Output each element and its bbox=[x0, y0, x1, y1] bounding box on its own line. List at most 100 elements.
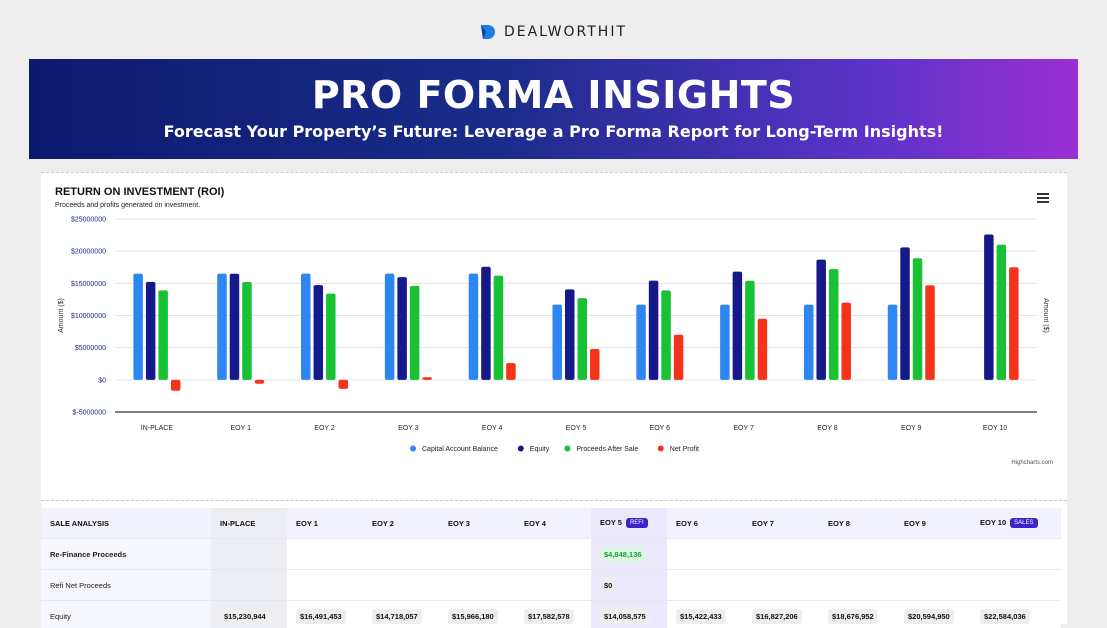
roi-bar-chart: $-5000000$0$5000000$10000000$15000000$20… bbox=[41, 173, 1067, 473]
bar bbox=[230, 274, 240, 380]
table-cell: $18,676,952 bbox=[819, 601, 895, 628]
bar bbox=[984, 235, 994, 380]
hero-banner: PRO FORMA INSIGHTS Forecast Your Propert… bbox=[29, 59, 1078, 159]
table-cell bbox=[895, 539, 971, 570]
bar bbox=[158, 290, 168, 379]
table-row: Re-Finance Proceeds $4,848,136 bbox=[41, 539, 1061, 570]
sale-analysis-table: SALE ANALYSIS IN-PLACE EOY 1 EOY 2 EOY 3… bbox=[41, 508, 1061, 628]
legend-marker bbox=[564, 446, 570, 452]
table-cell: $17,582,578 bbox=[515, 601, 591, 628]
y-axis-label: Amount ($) bbox=[58, 298, 65, 333]
x-tick-label: EOY 1 bbox=[230, 425, 251, 432]
value-chip: $15,422,433 bbox=[676, 609, 726, 624]
x-tick-label: EOY 4 bbox=[482, 425, 503, 432]
table-cell bbox=[819, 570, 895, 601]
y-tick-label: $25000000 bbox=[71, 217, 106, 224]
y-axis-label-right: Amount ($) bbox=[1042, 298, 1049, 333]
value-chip: $22,584,036 bbox=[980, 609, 1030, 624]
bar bbox=[758, 319, 768, 380]
value-chip: $0 bbox=[600, 578, 616, 593]
table-cell bbox=[211, 570, 287, 601]
bar bbox=[674, 335, 684, 380]
table-cell bbox=[971, 570, 1061, 601]
bar bbox=[255, 380, 265, 384]
legend-marker bbox=[410, 446, 416, 452]
table-cell: $15,966,180 bbox=[439, 601, 515, 628]
refi-badge: REFI bbox=[626, 518, 648, 528]
table-cell bbox=[743, 539, 819, 570]
header-eoy-6: EOY 6 bbox=[667, 508, 743, 539]
bar bbox=[816, 260, 826, 380]
table-cell bbox=[439, 570, 515, 601]
bar bbox=[469, 274, 479, 380]
bar bbox=[590, 349, 600, 380]
table-cell: $20,594,950 bbox=[895, 601, 971, 628]
value-chip: $15,966,180 bbox=[448, 609, 498, 624]
bar bbox=[553, 305, 563, 380]
legend-item: Equity bbox=[530, 446, 550, 453]
value-chip: $15,230,944 bbox=[220, 609, 270, 624]
value-chip: $14,058,575 bbox=[600, 609, 650, 624]
table-row: Refi Net Proceeds$0 bbox=[41, 570, 1061, 601]
bar bbox=[397, 277, 407, 380]
table-cell: $14,718,057 bbox=[363, 601, 439, 628]
bar bbox=[146, 282, 156, 380]
y-tick-label: $-5000000 bbox=[73, 410, 107, 417]
legend-item: Proceeds After Sale bbox=[576, 446, 638, 453]
x-tick-label: EOY 10 bbox=[983, 425, 1007, 432]
bar bbox=[888, 305, 898, 380]
table-cell: $4,848,136 bbox=[591, 539, 667, 570]
roi-card: RETURN ON INVESTMENT (ROI) Proceeds and … bbox=[41, 172, 1067, 624]
bar bbox=[242, 282, 252, 380]
bar bbox=[314, 285, 324, 380]
bar bbox=[481, 267, 491, 380]
header-eoy-10-label: EOY 10 bbox=[980, 518, 1006, 527]
header-eoy-7: EOY 7 bbox=[743, 508, 819, 539]
bar bbox=[733, 272, 743, 380]
legend-item: Net Profit bbox=[670, 446, 699, 453]
bar bbox=[422, 377, 432, 380]
header-eoy-1: EOY 1 bbox=[287, 508, 363, 539]
table-cell bbox=[287, 570, 363, 601]
header-eoy-8: EOY 8 bbox=[819, 508, 895, 539]
bar bbox=[385, 274, 395, 380]
table-cell bbox=[287, 539, 363, 570]
bar bbox=[913, 258, 923, 380]
bar bbox=[997, 245, 1007, 380]
value-chip: $4,848,136 bbox=[600, 547, 646, 562]
header-eoy-2: EOY 2 bbox=[363, 508, 439, 539]
chart-credit[interactable]: Highcharts.com bbox=[1011, 460, 1053, 466]
table-cell bbox=[515, 539, 591, 570]
value-chip: $16,827,206 bbox=[752, 609, 802, 624]
bar bbox=[804, 305, 814, 380]
table-cell bbox=[439, 539, 515, 570]
bar bbox=[720, 305, 730, 380]
table-cell: $22,584,036 bbox=[971, 601, 1061, 628]
dealworthit-logo-icon bbox=[480, 24, 496, 40]
bar bbox=[900, 247, 910, 379]
value-chip: $17,582,578 bbox=[524, 609, 574, 624]
row-label: Re-Finance Proceeds bbox=[41, 539, 211, 570]
y-tick-label: $0 bbox=[98, 377, 106, 384]
table-cell: $16,491,453 bbox=[287, 601, 363, 628]
table-cell bbox=[363, 539, 439, 570]
table-cell bbox=[819, 539, 895, 570]
row-label: Equity bbox=[41, 601, 211, 628]
bar bbox=[565, 289, 575, 379]
table-cell bbox=[515, 570, 591, 601]
header-in-place: IN-PLACE bbox=[211, 508, 287, 539]
bar bbox=[661, 290, 671, 379]
table-cell bbox=[971, 539, 1061, 570]
table-cell bbox=[363, 570, 439, 601]
bar bbox=[326, 294, 336, 380]
header-eoy-3: EOY 3 bbox=[439, 508, 515, 539]
y-tick-label: $15000000 bbox=[71, 281, 106, 288]
header-eoy-5-label: EOY 5 bbox=[600, 518, 622, 527]
header-eoy-5: EOY 5 REFI bbox=[591, 508, 667, 539]
table-header-row: SALE ANALYSIS IN-PLACE EOY 1 EOY 2 EOY 3… bbox=[41, 508, 1061, 539]
banner-subtitle: Forecast Your Property’s Future: Leverag… bbox=[29, 122, 1078, 141]
bar bbox=[494, 276, 504, 380]
table-cell bbox=[667, 539, 743, 570]
table-cell bbox=[211, 539, 287, 570]
